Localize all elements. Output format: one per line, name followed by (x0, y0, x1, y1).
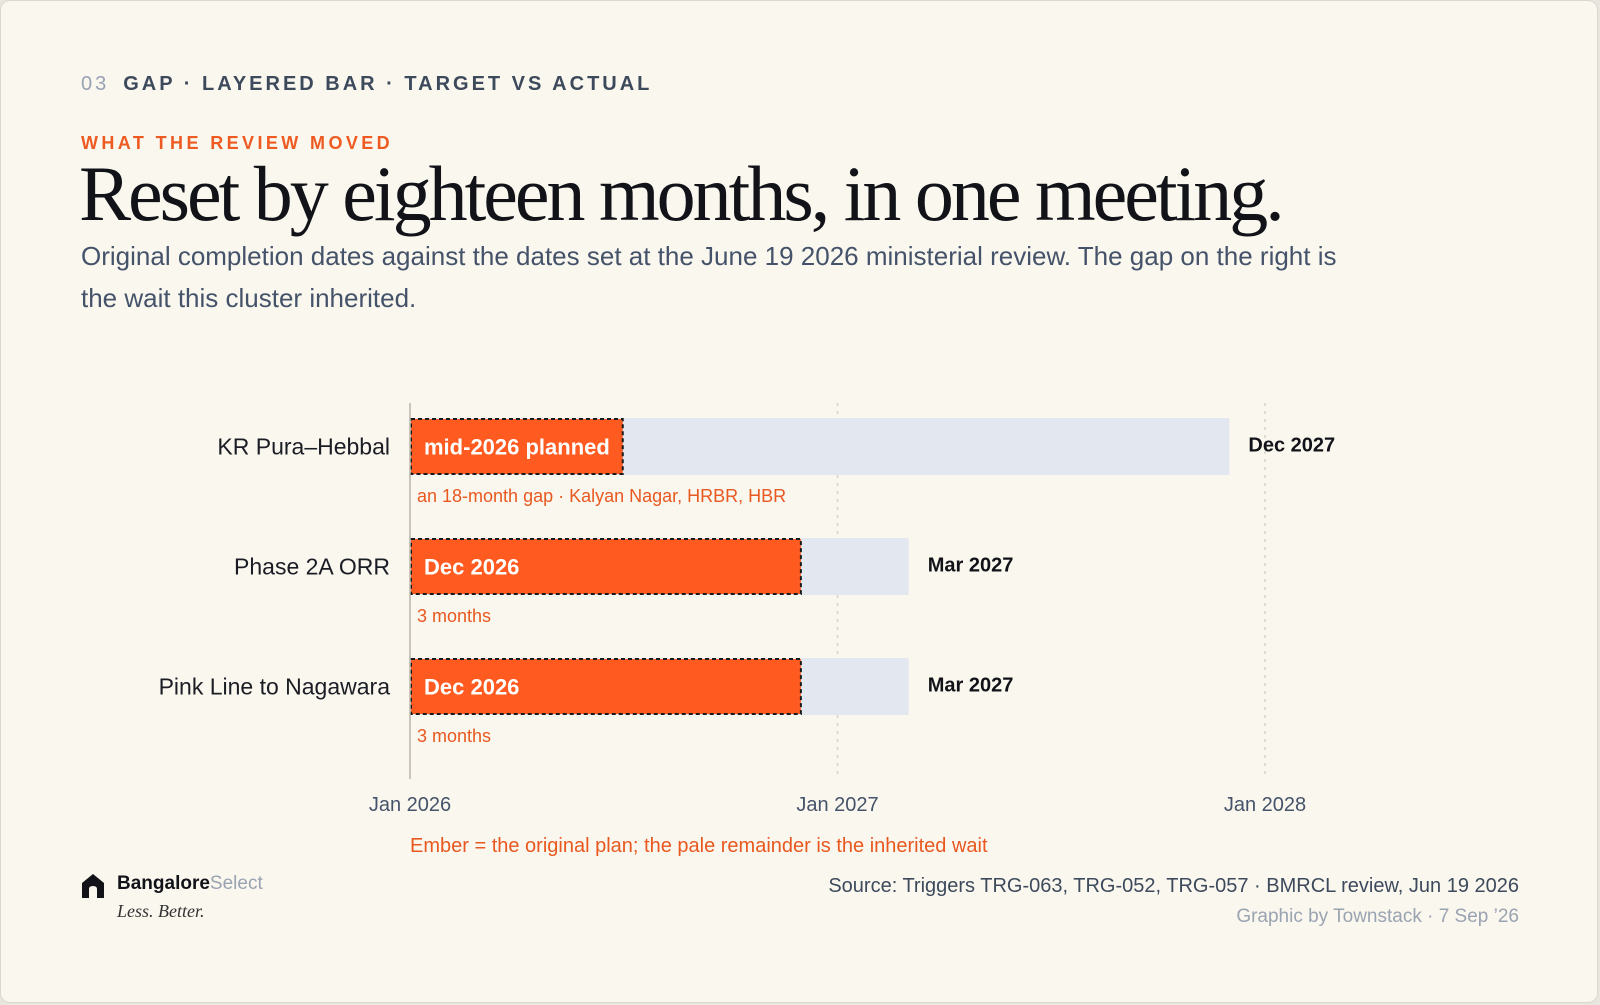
source-note: Source: Triggers TRG-063, TRG-052, TRG-0… (828, 875, 1519, 897)
chart-subtitle: Original completion dates against the da… (81, 241, 1337, 313)
x-tick-label: Jan 2027 (796, 794, 878, 816)
gap-label: an 18-month gap · Kalyan Nagar, HRBR, HB… (417, 486, 786, 506)
brand-name: BangaloreSelect (117, 873, 263, 894)
legend-note: Ember = the original plan; the pale rema… (410, 835, 988, 857)
gap-label: 3 months (417, 606, 491, 626)
section-kicker: 03 GAP · LAYERED BAR · TARGET VS ACTUAL (81, 73, 652, 96)
section-label: GAP · LAYERED BAR · TARGET VS ACTUAL (123, 73, 653, 95)
row-label: Pink Line to Nagawara (159, 674, 391, 700)
revised-date-label: Dec 2027 (1248, 435, 1335, 457)
gap-label: 3 months (417, 726, 491, 746)
layered-bar-chart: Jan 2026 Jan 2027 Jan 2028 KR Pura–Hebbal mi… (159, 403, 1335, 857)
original-bar-label: mid-2026 planned (424, 435, 610, 460)
house-icon (82, 874, 104, 898)
brand-tagline: Less. Better. (117, 901, 205, 921)
original-bar (410, 658, 802, 715)
brand-block: BangaloreSelect Less. Better. (81, 873, 263, 922)
original-bar-label: Dec 2026 (424, 675, 519, 700)
x-tick-label: Jan 2026 (369, 794, 451, 816)
eyebrow: WHAT THE REVIEW MOVED (81, 133, 394, 153)
graphic-credit: Graphic by Townstack · 7 Sep ’26 (1236, 906, 1519, 927)
original-bar (410, 418, 624, 475)
row-label: Phase 2A ORR (234, 554, 390, 580)
section-number: 03 (81, 73, 110, 95)
original-bar-label: Dec 2026 (424, 555, 519, 580)
x-tick-label: Jan 2028 (1224, 794, 1306, 816)
revised-date-label: Mar 2027 (928, 675, 1014, 697)
row-label: KR Pura–Hebbal (217, 434, 390, 460)
chart-title: Reset by eighteen months, in one meeting… (79, 150, 1285, 237)
revised-date-label: Mar 2027 (928, 555, 1014, 577)
original-bar (410, 538, 802, 595)
